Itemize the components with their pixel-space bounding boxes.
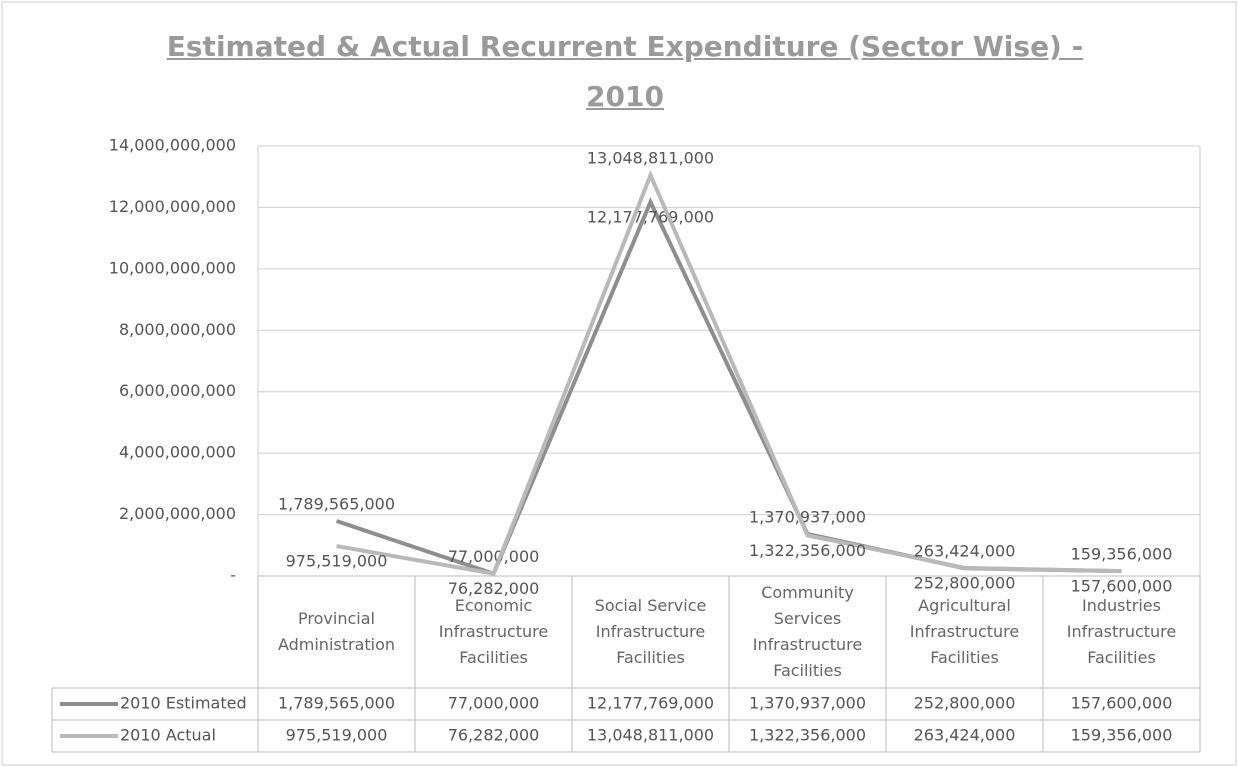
y-tick-label: 12,000,000,000 xyxy=(109,197,236,216)
data-label: 263,424,000 xyxy=(914,541,1016,560)
y-tick-label: 10,000,000,000 xyxy=(109,258,236,277)
table-cell: 975,519,000 xyxy=(286,726,388,745)
data-label: 252,800,000 xyxy=(914,574,1016,593)
x-tick-label: Industries Infrastructure Facilities xyxy=(1066,596,1177,667)
y-tick-label: 4,000,000,000 xyxy=(119,443,236,462)
data-label: 12,177,769,000 xyxy=(587,207,714,226)
x-tick-label: Economic Infrastructure Facilities xyxy=(438,596,549,667)
table-cell: 76,282,000 xyxy=(448,726,540,745)
table-cell: 159,356,000 xyxy=(1071,726,1173,745)
data-label: 76,282,000 xyxy=(448,579,540,598)
data-label: 159,356,000 xyxy=(1071,545,1173,564)
table-cell: 1,789,565,000 xyxy=(278,694,395,713)
legend-label: 2010 Actual xyxy=(120,726,216,745)
table-cell: 12,177,769,000 xyxy=(587,694,714,713)
x-tick-label: Social Service Infrastructure Facilities xyxy=(594,596,707,667)
table-cell: 263,424,000 xyxy=(914,726,1016,745)
data-label: 975,519,000 xyxy=(286,552,388,571)
series-line xyxy=(336,169,1122,576)
data-label: 1,322,356,000 xyxy=(749,541,866,560)
table-cell: 77,000,000 xyxy=(448,694,540,713)
table-cell: 1,370,937,000 xyxy=(749,694,866,713)
table-cell: 13,048,811,000 xyxy=(587,726,714,745)
data-label: 77,000,000 xyxy=(448,547,540,566)
y-tick-label: 6,000,000,000 xyxy=(119,381,236,400)
table-cell: 1,322,356,000 xyxy=(749,726,866,745)
y-tick-label: - xyxy=(230,566,236,585)
y-tick-label: 14,000,000,000 xyxy=(109,136,236,155)
y-tick-label: 8,000,000,000 xyxy=(119,320,236,339)
legend-label: 2010 Estimated xyxy=(120,694,247,713)
chart-title: Estimated & Actual Recurrent Expenditure… xyxy=(166,30,1084,113)
y-tick-label: 2,000,000,000 xyxy=(119,504,236,523)
data-label: 157,600,000 xyxy=(1071,577,1173,596)
data-label: 1,789,565,000 xyxy=(278,495,395,514)
series-line xyxy=(335,197,1122,577)
data-label: 1,370,937,000 xyxy=(749,507,866,526)
x-tick-label: Provincial Administration xyxy=(277,609,396,654)
table-cell: 252,800,000 xyxy=(914,694,1016,713)
x-tick-label: Agricultural Infrastructure Facilities xyxy=(909,596,1020,667)
data-label: 13,048,811,000 xyxy=(587,149,714,168)
table-cell: 157,600,000 xyxy=(1071,694,1173,713)
x-tick-label: Community Services Infrastructure Facili… xyxy=(752,583,863,680)
